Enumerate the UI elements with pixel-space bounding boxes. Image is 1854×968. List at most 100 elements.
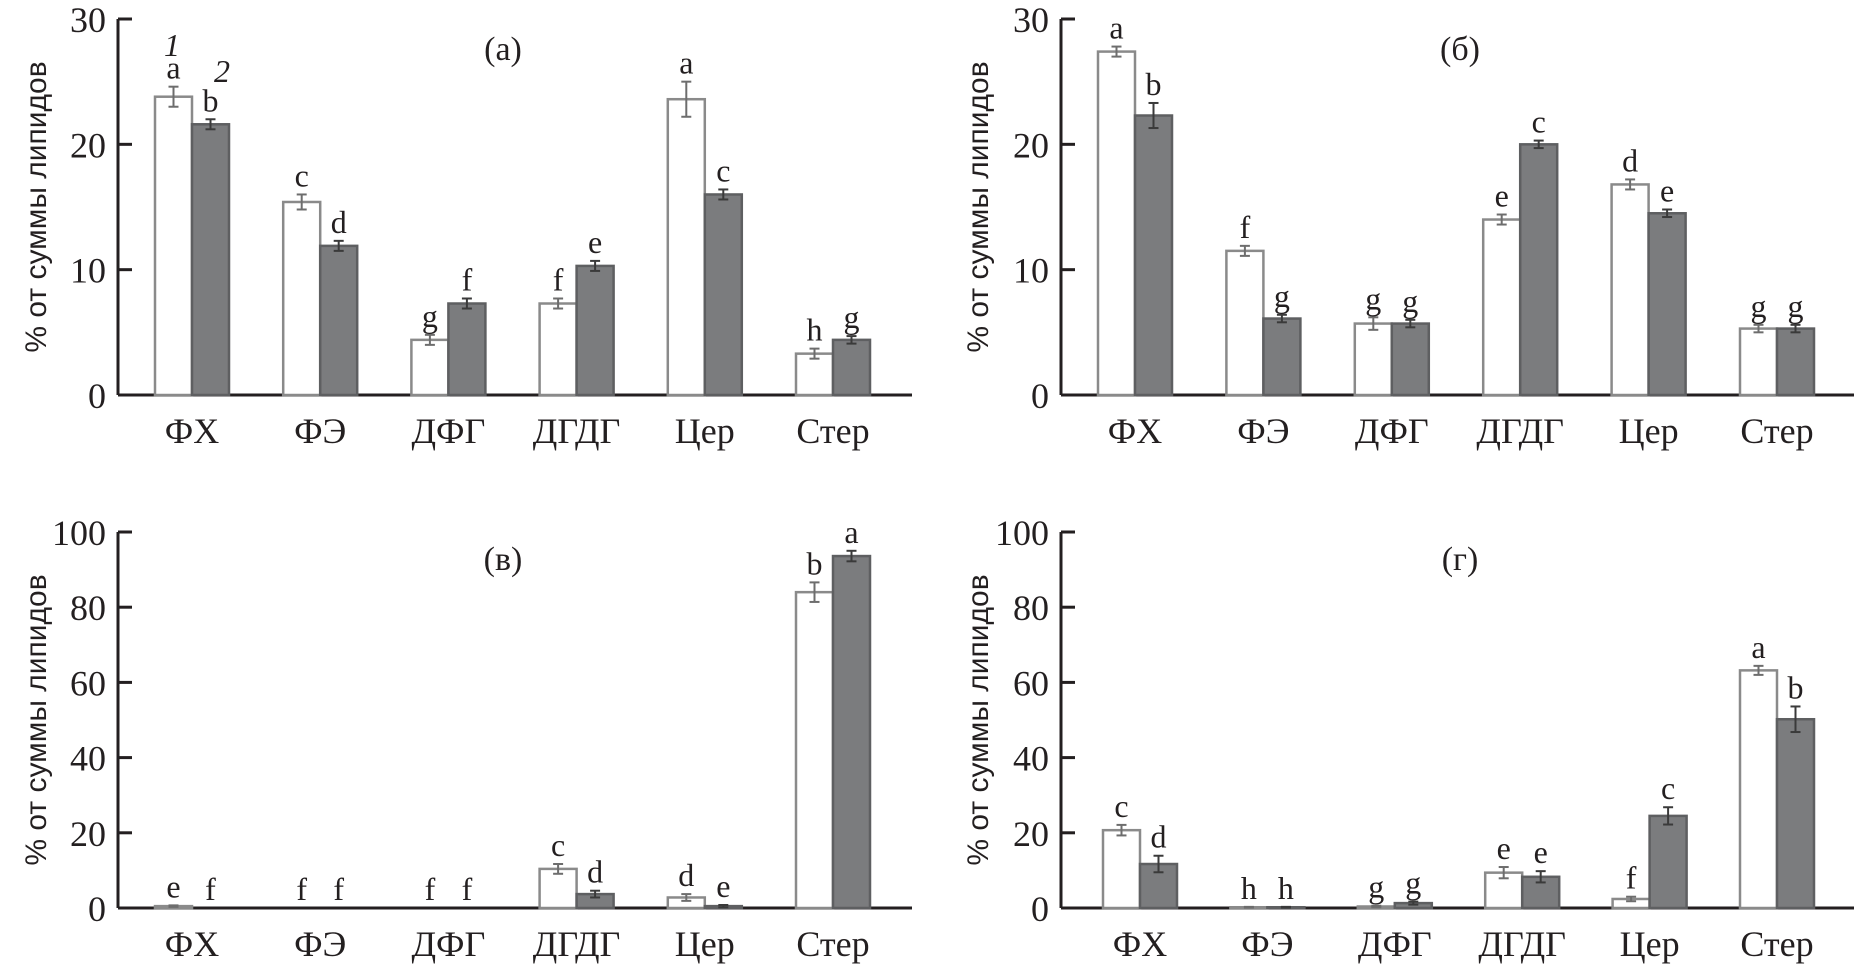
significance-letter: f bbox=[462, 261, 473, 297]
significance-letter: a bbox=[1109, 10, 1123, 46]
bar-series-1 bbox=[153, 95, 194, 397]
y-tick-label: 0 bbox=[1031, 376, 1049, 416]
bar-series-1 bbox=[1096, 50, 1137, 397]
bar-series-2 bbox=[1775, 327, 1816, 397]
x-tick-label: ФХ bbox=[165, 924, 219, 964]
significance-letter: g bbox=[1405, 865, 1421, 901]
panel-title: (в) bbox=[484, 541, 523, 578]
bar-series-1 bbox=[1610, 183, 1650, 397]
x-tick-label: Цер bbox=[675, 924, 735, 964]
significance-letter: e bbox=[716, 868, 730, 904]
bar-series-2 bbox=[703, 193, 744, 397]
y-tick-label: 100 bbox=[995, 513, 1049, 553]
significance-letter: d bbox=[331, 204, 347, 240]
x-tick-label: ДФГ bbox=[411, 924, 485, 964]
significance-letter: d bbox=[1151, 819, 1167, 855]
y-tick-label: 0 bbox=[88, 376, 106, 416]
x-tick-label: ДФГ bbox=[411, 411, 485, 451]
bar-series-1 bbox=[1738, 327, 1779, 397]
significance-letter: f bbox=[333, 871, 344, 907]
significance-letter: g bbox=[1365, 280, 1381, 316]
x-tick-label: ФЭ bbox=[294, 411, 346, 451]
x-tick-label: ДФГ bbox=[1358, 924, 1432, 964]
significance-letter: f bbox=[462, 871, 473, 907]
y-tick-label: 10 bbox=[1013, 251, 1049, 291]
y-tick-label: 20 bbox=[70, 125, 106, 165]
y-axis-title: % от суммы липидов bbox=[962, 574, 995, 865]
bar-series-2 bbox=[1647, 212, 1687, 397]
y-tick-label: 0 bbox=[1031, 889, 1049, 929]
x-tick-label: Цер bbox=[675, 411, 735, 451]
significance-letter: c bbox=[1532, 104, 1546, 140]
significance-letter: f bbox=[553, 261, 564, 297]
significance-letter: b bbox=[1788, 669, 1804, 705]
x-tick-label: Стер bbox=[796, 411, 869, 451]
y-tick-label: 60 bbox=[70, 663, 106, 703]
significance-letter: a bbox=[679, 45, 693, 81]
x-tick-label: ФХ bbox=[165, 411, 219, 451]
panel-title: (а) bbox=[484, 31, 522, 68]
x-tick-label: Стер bbox=[1740, 411, 1813, 451]
y-tick-label: 100 bbox=[52, 513, 106, 553]
significance-letter: g bbox=[1751, 288, 1767, 324]
y-tick-label: 0 bbox=[88, 889, 106, 929]
x-tick-label: ДГДГ bbox=[1478, 924, 1566, 964]
significance-letter: f bbox=[205, 871, 216, 907]
legend-series-2: 2 bbox=[214, 53, 230, 89]
x-tick-label: ФЭ bbox=[1237, 411, 1289, 451]
bar-series-2 bbox=[1775, 717, 1816, 910]
y-tick-label: 80 bbox=[70, 588, 106, 628]
bar-series-2 bbox=[1390, 322, 1431, 397]
significance-letter: c bbox=[1114, 788, 1128, 824]
bar-series-1 bbox=[1738, 669, 1779, 910]
significance-letter: a bbox=[844, 514, 858, 550]
significance-letter: e bbox=[1497, 830, 1511, 866]
y-tick-label: 40 bbox=[70, 739, 106, 779]
x-tick-label: ФЭ bbox=[1241, 924, 1293, 964]
x-tick-label: ДГДГ bbox=[1476, 411, 1564, 451]
bar-series-2 bbox=[1518, 143, 1559, 397]
y-tick-label: 20 bbox=[1013, 814, 1049, 854]
x-tick-label: ДГДГ bbox=[533, 924, 621, 964]
significance-letter: g bbox=[1274, 278, 1290, 314]
bar-series-1 bbox=[1225, 249, 1265, 397]
significance-letter: f bbox=[425, 871, 436, 907]
y-axis-title: % от суммы липидов bbox=[962, 61, 995, 352]
x-tick-label: ФХ bbox=[1108, 411, 1162, 451]
significance-letter: g bbox=[1402, 283, 1418, 319]
x-tick-label: ДФГ bbox=[1355, 411, 1429, 451]
y-tick-label: 30 bbox=[70, 0, 106, 40]
x-tick-label: ФХ bbox=[1113, 924, 1167, 964]
bar-series-1 bbox=[794, 352, 835, 397]
x-tick-label: Цер bbox=[1620, 924, 1680, 964]
significance-letter: f bbox=[1240, 209, 1251, 245]
panel-title: (г) bbox=[1442, 541, 1479, 578]
y-tick-label: 60 bbox=[1013, 663, 1049, 703]
bar-series-2 bbox=[831, 554, 872, 910]
bar-series-2 bbox=[831, 338, 872, 397]
x-tick-label: ФЭ bbox=[294, 924, 346, 964]
significance-letter: g bbox=[1368, 869, 1384, 905]
y-tick-label: 80 bbox=[1013, 588, 1049, 628]
bar-series-2 bbox=[190, 123, 231, 397]
y-axis-title: % от суммы липидов bbox=[20, 61, 53, 352]
bar-series-2 bbox=[1648, 814, 1688, 910]
bar-series-1 bbox=[794, 590, 835, 910]
bar-series-1 bbox=[666, 97, 707, 397]
significance-letter: b bbox=[203, 82, 219, 118]
bar-series-2 bbox=[575, 264, 615, 397]
x-tick-label: Стер bbox=[796, 924, 869, 964]
y-tick-label: 10 bbox=[70, 251, 106, 291]
y-tick-label: 40 bbox=[1013, 739, 1049, 779]
significance-letter: e bbox=[1495, 178, 1509, 214]
significance-letter: h bbox=[1278, 870, 1294, 906]
bar-series-2 bbox=[318, 244, 359, 397]
bar-series-1 bbox=[538, 867, 578, 910]
significance-letter: d bbox=[1622, 142, 1638, 178]
significance-letter: d bbox=[587, 854, 603, 890]
legend-series-1: 1 bbox=[164, 27, 180, 63]
bar-series-1 bbox=[1101, 828, 1142, 910]
